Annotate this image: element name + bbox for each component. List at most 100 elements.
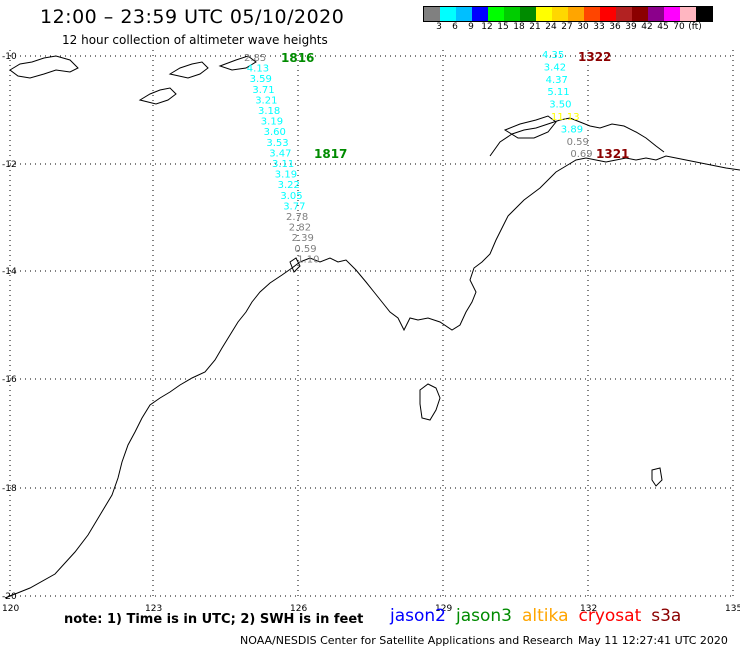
- coastline-timor: [9, 55, 79, 79]
- longitude-label: 129: [435, 604, 452, 614]
- color-scale-label: 30: [577, 22, 589, 32]
- color-swatch: [456, 7, 472, 21]
- wave-height-value: 2.39: [292, 233, 314, 244]
- wave-height-value: 3.50: [549, 100, 571, 111]
- latitude-label: -14: [2, 267, 17, 277]
- coastline-island-2: [168, 61, 209, 79]
- coastline-island-6: [289, 257, 301, 273]
- wave-height-value: 3.77: [283, 201, 305, 212]
- pass-number-label: 1321: [596, 147, 629, 161]
- color-scale-label: 27: [561, 22, 573, 32]
- color-scale-label: 42: [641, 22, 653, 32]
- longitude-label: 126: [290, 604, 307, 614]
- satellite-legend-item: jason3: [456, 606, 512, 626]
- color-swatch: [584, 7, 600, 21]
- color-scale-label: 21: [529, 22, 541, 32]
- satellite-legend-item: jason2: [390, 606, 446, 626]
- coastline-island-1: [138, 87, 177, 105]
- color-scale-label: 6: [452, 22, 458, 32]
- wave-height-value: 2.82: [289, 223, 311, 234]
- color-scale-label: 36: [609, 22, 621, 32]
- satellite-legend-item: cryosat: [578, 606, 642, 626]
- longitude-label: 120: [2, 604, 19, 614]
- wave-height-value: 4.35: [542, 50, 564, 61]
- color-swatch: [664, 7, 680, 21]
- page-title: 12:00 – 23:59 UTC 05/10/2020: [40, 6, 345, 28]
- wave-height-value: 5.11: [547, 87, 569, 98]
- wave-height-value: 3.19: [261, 117, 283, 128]
- pass-number-label: 1816: [281, 51, 314, 65]
- longitude-label: 135: [725, 604, 740, 614]
- wave-height-value: 4.13: [247, 64, 269, 75]
- wave-height-value: 3.19: [275, 170, 297, 181]
- coastline-melville: [503, 115, 557, 139]
- color-swatch: [568, 7, 584, 21]
- wave-height-value: 0.69: [570, 149, 592, 160]
- color-scale-label: 45: [657, 22, 669, 32]
- lat-lon-grid: -10 -12 -14 -16 -18 -20 120 123 126 129 132 135: [2, 50, 740, 614]
- page-subtitle: 12 hour collection of altimeter wave hei…: [62, 33, 328, 47]
- satellite-legend-item: altika: [522, 606, 569, 626]
- color-swatch: [472, 7, 488, 21]
- latitude-label: -18: [2, 484, 17, 494]
- color-swatch: [680, 7, 696, 21]
- wave-height-value: 3.22: [278, 180, 300, 191]
- coastline: [4, 55, 740, 599]
- wave-height-value: 3.60: [264, 127, 286, 138]
- wave-height-value: 3.42: [544, 62, 566, 73]
- wave-height-value: 3.53: [266, 138, 288, 149]
- wave-height-value: 3.71: [252, 85, 274, 96]
- color-swatch: [616, 7, 632, 21]
- color-scale-label: 18: [513, 22, 525, 32]
- color-scale-label: 24: [545, 22, 557, 32]
- color-swatch: [696, 7, 712, 21]
- wave-height-value: 3.05: [280, 191, 302, 202]
- latitude-label: -12: [2, 160, 17, 170]
- generation-timestamp: May 11 12:27:41 UTC 2020: [578, 634, 728, 647]
- latitude-label: -16: [2, 375, 17, 385]
- altimeter-tracks: 18162.854.133.593.713.213.183.193.603.53…: [244, 50, 629, 265]
- wave-height-value: 3.11: [272, 159, 294, 170]
- wave-height-value: 3.21: [255, 95, 277, 106]
- wave-height-value: 3.47: [269, 148, 291, 159]
- wave-height-value: 0.59: [567, 137, 589, 148]
- coastline-top-end: [489, 117, 665, 157]
- wave-height-value: 3.59: [250, 74, 272, 85]
- color-swatch: [552, 7, 568, 21]
- color-swatch: [536, 7, 552, 21]
- wave-height-value: 4.37: [546, 75, 568, 86]
- color-scale-label: 3: [436, 22, 442, 32]
- color-swatch: [488, 7, 504, 21]
- coastline-island-3: [218, 55, 257, 71]
- wave-height-value: 11.13: [551, 112, 580, 123]
- color-scale-label: 39: [625, 22, 637, 32]
- color-scale-label: 12: [481, 22, 493, 32]
- longitude-label: 132: [580, 604, 597, 614]
- wave-height-value: 3.18: [258, 106, 280, 117]
- pass-number-label: 1322: [578, 50, 611, 64]
- wave-height-value: 2.85: [244, 53, 266, 64]
- satellite-legend: jason2 jason3 altika cryosat s3a: [390, 606, 691, 626]
- coastline-island-4: [419, 383, 441, 421]
- credit-line: NOAA/NESDIS Center for Satellite Applica…: [240, 634, 574, 647]
- color-swatch: [632, 7, 648, 21]
- color-swatch: [600, 7, 616, 21]
- coastline-island-5: [651, 467, 663, 487]
- color-swatch: [424, 7, 440, 21]
- color-scale-label: 15: [497, 22, 509, 32]
- pass-number-label: 1817: [314, 147, 347, 161]
- wave-height-value: 0.59: [294, 244, 316, 255]
- latitude-label: -10: [2, 52, 17, 62]
- satellite-legend-item: s3a: [651, 606, 682, 626]
- footer-note: note: 1) Time is in UTC; 2) SWH is in fe…: [64, 612, 364, 627]
- wave-height-value: 1.10: [297, 254, 319, 265]
- longitude-label: 123: [145, 604, 162, 614]
- color-scale-label: 33: [593, 22, 605, 32]
- color-swatch: [440, 7, 456, 21]
- color-swatch: [520, 7, 536, 21]
- color-swatch: [648, 7, 664, 21]
- wave-height-value: 3.89: [561, 124, 583, 135]
- coastline-kimberley: [4, 155, 740, 599]
